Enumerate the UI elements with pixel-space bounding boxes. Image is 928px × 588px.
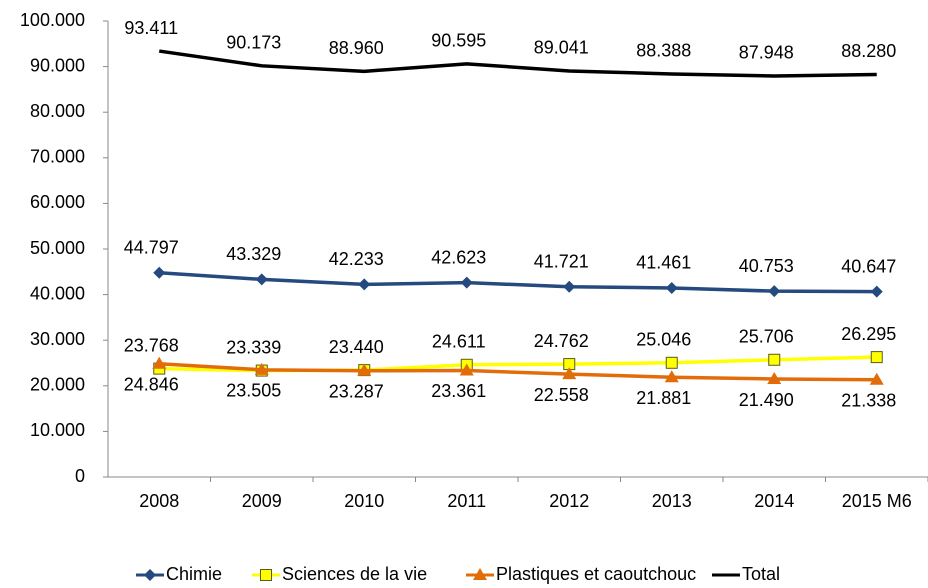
data-label: 23.339 [226, 337, 281, 357]
data-label: 23.440 [329, 337, 384, 357]
data-point [870, 285, 883, 298]
legend-label: Sciences de la vie [282, 564, 427, 584]
data-label: 21.338 [841, 390, 896, 410]
data-label: 41.721 [534, 252, 589, 272]
data-label: 42.623 [431, 247, 486, 267]
data-label: 21.881 [636, 388, 691, 408]
data-point [459, 363, 474, 376]
data-label: 93.411 [124, 18, 178, 38]
data-label: 90.173 [226, 33, 281, 53]
data-label: 21.490 [739, 390, 794, 410]
y-tick-label: 70.000 [30, 147, 85, 167]
data-label: 40.647 [841, 256, 896, 276]
data-label: 88.280 [841, 41, 896, 61]
legend-marker [260, 569, 272, 581]
data-label: 24.846 [124, 374, 179, 394]
legend-marker [473, 568, 487, 580]
x-tick-label: 2011 [447, 491, 486, 511]
series-line [159, 361, 877, 382]
data-label: 42.233 [329, 249, 384, 269]
data-label: 24.611 [432, 332, 486, 352]
data-label: 26.295 [841, 324, 896, 344]
y-tick-label: 30.000 [30, 329, 85, 349]
y-tick-label: 90.000 [30, 55, 85, 75]
data-point [870, 351, 883, 364]
data-point [767, 372, 782, 385]
data-point [563, 280, 576, 293]
data-point [664, 370, 679, 383]
series-line [159, 49, 877, 78]
data-point [357, 363, 372, 376]
x-tick-label: 2013 [652, 491, 692, 511]
x-tick-label: 2015 M6 [842, 491, 912, 511]
data-label: 23.768 [124, 335, 179, 355]
legend-label: Plastiques et caoutchouc [496, 564, 696, 584]
x-tick-label: 2012 [549, 491, 589, 511]
y-tick-label: 20.000 [30, 375, 85, 395]
data-point [869, 372, 884, 385]
data-label: 89.041 [534, 38, 589, 58]
data-point [358, 278, 371, 291]
data-label: 25.706 [739, 327, 794, 347]
data-label: 41.461 [636, 253, 691, 273]
data-label: 87.948 [739, 43, 794, 63]
data-label: 24.762 [534, 331, 589, 351]
y-tick-label: 0 [75, 466, 85, 486]
data-point [460, 276, 473, 289]
data-point [255, 273, 268, 286]
data-label: 23.361 [431, 381, 486, 401]
x-tick-label: 2009 [242, 491, 282, 511]
x-tick-label: 2010 [344, 491, 384, 511]
legend-label: Total [742, 564, 780, 584]
data-point [254, 362, 269, 375]
data-label: 44.797 [124, 237, 179, 257]
data-point [768, 285, 781, 298]
data-label: 23.287 [329, 382, 384, 402]
data-label: 22.558 [534, 385, 589, 405]
data-label: 88.388 [636, 41, 691, 61]
y-tick-label: 50.000 [30, 238, 85, 258]
data-label: 40.753 [739, 256, 794, 276]
y-tick-label: 80.000 [30, 101, 85, 121]
data-label: 25.046 [636, 330, 691, 350]
y-tick-label: 40.000 [30, 283, 85, 303]
x-tick-label: 2014 [754, 491, 794, 511]
data-point [768, 353, 781, 366]
data-point [562, 367, 577, 380]
y-tick-label: 60.000 [30, 192, 85, 212]
y-tick-label: 100.000 [20, 10, 85, 30]
data-label: 90.595 [431, 31, 486, 51]
x-tick-label: 2008 [139, 491, 179, 511]
y-tick-label: 10.000 [30, 420, 85, 440]
legend-marker [144, 569, 156, 581]
data-point [153, 266, 166, 279]
data-label: 88.960 [329, 38, 384, 58]
data-label: 23.505 [226, 381, 281, 401]
series-line [159, 270, 877, 294]
data-point [665, 281, 678, 294]
legend-label: Chimie [166, 564, 222, 584]
data-label: 43.329 [226, 244, 281, 264]
data-point [665, 356, 678, 369]
data-point [152, 356, 167, 369]
